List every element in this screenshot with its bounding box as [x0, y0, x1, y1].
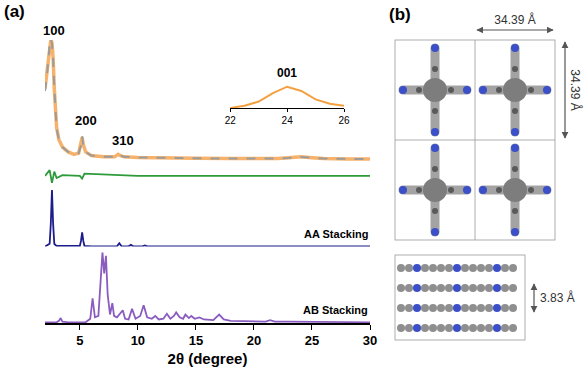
- svg-text:AB Stacking: AB Stacking: [303, 304, 368, 316]
- svg-text:5: 5: [76, 333, 83, 348]
- svg-text:20: 20: [247, 333, 261, 348]
- svg-text:100: 100: [43, 23, 65, 38]
- svg-text:001: 001: [277, 66, 297, 80]
- svg-text:3.83 Å: 3.83 Å: [540, 290, 575, 305]
- svg-text:310: 310: [112, 133, 134, 148]
- svg-text:15: 15: [189, 333, 203, 348]
- svg-text:34.39 Å: 34.39 Å: [568, 69, 583, 110]
- svg-text:26: 26: [338, 115, 350, 126]
- svg-text:200: 200: [75, 113, 97, 128]
- svg-text:22: 22: [225, 115, 237, 126]
- svg-text:2θ (degree): 2θ (degree): [168, 350, 248, 367]
- svg-text:24: 24: [282, 115, 294, 126]
- svg-text:(b): (b): [389, 5, 411, 24]
- svg-text:AA Stacking: AA Stacking: [304, 228, 368, 240]
- svg-text:30: 30: [363, 333, 377, 348]
- svg-text:34.39 Å: 34.39 Å: [494, 12, 535, 27]
- html-text:(a): (a): [4, 2, 25, 21]
- svg-text:25: 25: [305, 333, 319, 348]
- svg-text:10: 10: [131, 333, 145, 348]
